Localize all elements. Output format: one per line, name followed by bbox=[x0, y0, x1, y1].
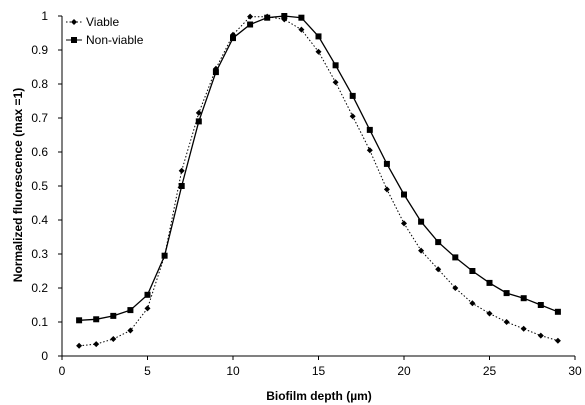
y-tick-label: 1 bbox=[41, 9, 48, 23]
data-point bbox=[366, 147, 373, 154]
y-tick-label: 0.8 bbox=[31, 77, 48, 91]
data-point bbox=[537, 302, 544, 308]
data-point bbox=[332, 79, 339, 86]
data-point bbox=[212, 69, 219, 76]
x-tick-label: 30 bbox=[568, 364, 582, 378]
legend-item: Non-viable bbox=[66, 33, 144, 47]
axes bbox=[58, 15, 576, 360]
data-point bbox=[315, 48, 322, 55]
data-point bbox=[195, 109, 202, 116]
data-point bbox=[127, 307, 134, 314]
x-axis-title: Biofilm depth (µm) bbox=[266, 389, 372, 403]
data-point bbox=[554, 308, 561, 315]
y-tick-label: 0.1 bbox=[31, 315, 48, 329]
data-point bbox=[503, 319, 510, 325]
legend-label: Viable bbox=[86, 15, 119, 29]
x-tick-labels: 0 5 10 15 20 25 30 bbox=[59, 364, 582, 378]
data-point bbox=[452, 285, 459, 291]
data-point bbox=[264, 14, 271, 21]
data-point bbox=[144, 291, 151, 298]
data-point bbox=[315, 33, 322, 40]
data-point bbox=[469, 268, 476, 274]
y-tick-label: 0.3 bbox=[31, 247, 48, 261]
x-tick-label: 10 bbox=[226, 364, 240, 378]
data-point bbox=[144, 305, 151, 312]
data-point bbox=[195, 118, 202, 125]
data-point bbox=[401, 191, 407, 198]
x-tick-label: 20 bbox=[397, 364, 411, 378]
data-point bbox=[486, 310, 493, 317]
y-tick-label: 0.9 bbox=[31, 43, 48, 57]
data-point bbox=[178, 167, 185, 174]
data-point bbox=[435, 239, 442, 246]
data-point bbox=[383, 160, 390, 167]
data-point bbox=[554, 337, 561, 344]
data-point bbox=[247, 13, 254, 20]
data-point bbox=[71, 37, 77, 43]
data-point bbox=[486, 279, 493, 286]
data-point bbox=[93, 341, 100, 348]
data-point bbox=[178, 183, 185, 189]
data-point bbox=[76, 317, 83, 324]
series-line bbox=[79, 15, 559, 321]
legend-item: Viable bbox=[66, 15, 119, 29]
data-point bbox=[110, 312, 117, 319]
x-tick-label: 25 bbox=[483, 364, 497, 378]
x-tick-label: 0 bbox=[59, 364, 66, 378]
data-point bbox=[110, 336, 117, 342]
data-point bbox=[349, 92, 356, 99]
x-tick-label: 5 bbox=[144, 364, 151, 378]
data-point bbox=[520, 325, 527, 332]
y-tick-label: 0 bbox=[41, 349, 48, 363]
data-point bbox=[418, 247, 425, 254]
data-point bbox=[366, 126, 373, 133]
data-point bbox=[71, 19, 77, 25]
series-viable bbox=[76, 13, 561, 349]
data-point bbox=[401, 220, 407, 227]
data-point bbox=[281, 13, 288, 19]
legend: Viable Non-viable bbox=[66, 15, 144, 47]
data-point bbox=[383, 186, 390, 193]
data-point bbox=[537, 332, 544, 339]
y-tick-labels: 0 0.1 0.2 0.3 0.4 0.5 0.6 0.7 0.8 0.9 1 bbox=[31, 9, 48, 363]
y-tick-label: 0.2 bbox=[31, 281, 48, 295]
data-point bbox=[469, 300, 476, 307]
data-point bbox=[503, 290, 510, 297]
y-tick-label: 0.5 bbox=[31, 179, 48, 193]
data-point bbox=[452, 254, 459, 261]
data-point bbox=[418, 218, 425, 225]
legend-label: Non-viable bbox=[86, 33, 144, 47]
data-point bbox=[161, 252, 168, 259]
data-point bbox=[332, 62, 339, 69]
data-point bbox=[520, 295, 527, 302]
series-layer bbox=[76, 13, 561, 349]
data-point bbox=[349, 113, 356, 120]
data-point bbox=[298, 26, 305, 33]
data-point bbox=[76, 342, 83, 349]
series-non-viable bbox=[76, 13, 561, 324]
data-point bbox=[230, 35, 236, 42]
data-point bbox=[247, 21, 254, 28]
data-point bbox=[93, 316, 100, 323]
y-tick-label: 0.4 bbox=[31, 213, 48, 227]
series-line bbox=[79, 16, 559, 347]
y-tick-label: 0.7 bbox=[31, 111, 48, 125]
y-axis-title: Normalized fluorescence (max =1) bbox=[11, 88, 25, 282]
x-tick-label: 15 bbox=[312, 364, 326, 378]
data-point bbox=[298, 14, 305, 21]
data-point bbox=[127, 327, 134, 334]
y-tick-label: 0.6 bbox=[31, 145, 48, 159]
data-point bbox=[435, 266, 442, 273]
